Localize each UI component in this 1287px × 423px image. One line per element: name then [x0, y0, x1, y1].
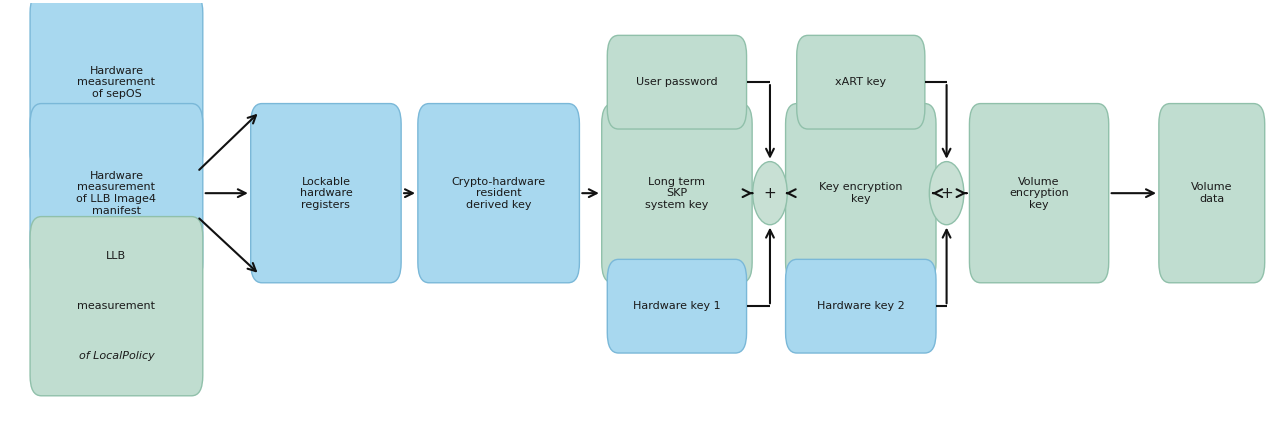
FancyBboxPatch shape — [30, 104, 203, 283]
FancyBboxPatch shape — [30, 0, 203, 172]
Text: Volume
data: Volume data — [1190, 182, 1233, 204]
Circle shape — [753, 162, 788, 225]
Text: Long term
SKP
system key: Long term SKP system key — [645, 176, 709, 210]
Text: of LocalPolicy: of LocalPolicy — [79, 351, 154, 361]
Text: LLB: LLB — [107, 251, 126, 261]
FancyBboxPatch shape — [602, 104, 752, 283]
FancyBboxPatch shape — [969, 104, 1108, 283]
Text: Lockable
hardware
registers: Lockable hardware registers — [300, 176, 353, 210]
Text: xART key: xART key — [835, 77, 887, 87]
FancyBboxPatch shape — [797, 36, 925, 129]
FancyBboxPatch shape — [30, 217, 203, 396]
Text: Crypto-hardware
resident
derived key: Crypto-hardware resident derived key — [452, 176, 546, 210]
Text: +: + — [763, 186, 776, 201]
Text: Key encryption
key: Key encryption key — [819, 182, 902, 204]
FancyBboxPatch shape — [607, 36, 746, 129]
Text: Hardware
measurement
of LLB Image4
manifest: Hardware measurement of LLB Image4 manif… — [76, 171, 157, 216]
Circle shape — [929, 162, 964, 225]
Text: measurement: measurement — [77, 301, 156, 311]
FancyBboxPatch shape — [607, 259, 746, 353]
Text: User password: User password — [636, 77, 718, 87]
FancyBboxPatch shape — [418, 104, 579, 283]
FancyBboxPatch shape — [785, 104, 936, 283]
Text: Hardware key 1: Hardware key 1 — [633, 301, 721, 311]
FancyBboxPatch shape — [785, 259, 936, 353]
Text: Volume
encryption
key: Volume encryption key — [1009, 176, 1069, 210]
FancyBboxPatch shape — [251, 104, 402, 283]
FancyBboxPatch shape — [1158, 104, 1265, 283]
Text: +: + — [941, 186, 952, 201]
Text: Hardware key 2: Hardware key 2 — [817, 301, 905, 311]
Text: Hardware
measurement
of sepOS: Hardware measurement of sepOS — [77, 66, 156, 99]
